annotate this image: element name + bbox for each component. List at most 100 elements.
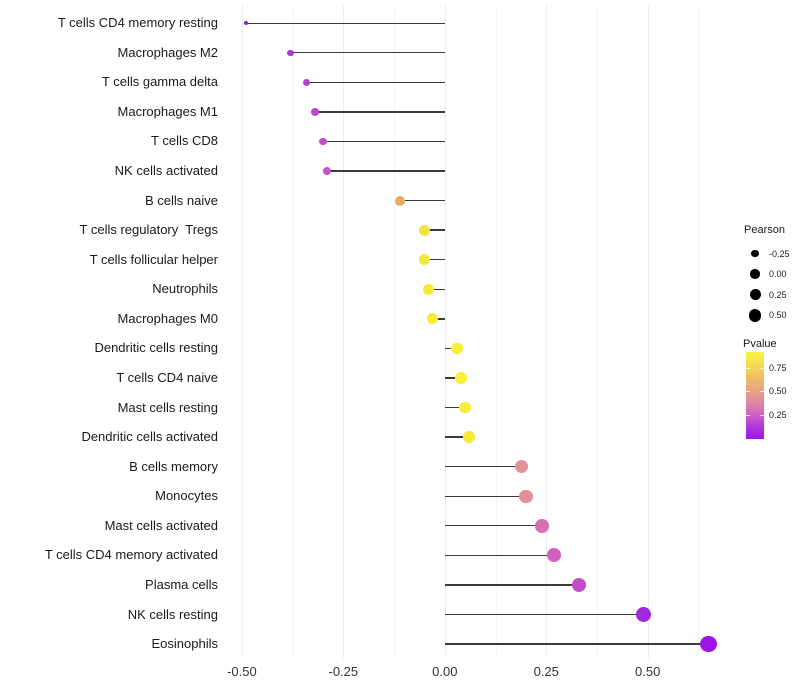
- lollipop-stem: [444, 584, 579, 586]
- lollipop-stem: [444, 465, 522, 468]
- colorbar-tick: [760, 414, 764, 416]
- pvalue-legend-label: 0.75: [769, 362, 787, 373]
- y-axis-label: Eosinophils: [151, 636, 219, 652]
- gridline-major: [444, 5, 446, 658]
- gridline-major: [343, 5, 345, 658]
- lollipop-stem: [327, 170, 445, 172]
- y-axis-label: T cells follicular helper: [89, 251, 218, 267]
- x-tick-label: -0.50: [227, 664, 257, 679]
- y-axis-label: T cells CD4 memory resting: [57, 15, 218, 31]
- gridline-major: [546, 5, 548, 658]
- colorbar-tick: [746, 391, 750, 392]
- lollipop-dot: [427, 313, 439, 325]
- lollipop-stem: [444, 554, 555, 557]
- lollipop-stem: [432, 318, 445, 320]
- lollipop-stem: [306, 81, 445, 84]
- gridline-minor: [596, 5, 598, 658]
- lollipop-stem: [424, 259, 445, 261]
- lollipop-dot: [455, 372, 467, 384]
- colorbar-tick: [746, 414, 750, 416]
- lollipop-stem: [314, 111, 445, 113]
- pearson-legend-dot: [750, 269, 760, 279]
- gridline-major: [241, 5, 243, 658]
- x-tick-label: 0.00: [432, 664, 458, 679]
- y-axis-label: Dendritic cells activated: [81, 429, 218, 445]
- lollipop-dot: [419, 224, 430, 236]
- y-axis-label: Mast cells activated: [104, 517, 218, 533]
- x-tick-label: -0.25: [328, 664, 359, 679]
- y-axis-label: NK cells activated: [114, 163, 218, 179]
- lollipop-stem: [444, 347, 457, 350]
- colorbar-tick: [746, 367, 750, 369]
- lollipop-dot: [311, 108, 319, 116]
- lollipop-stem: [424, 229, 445, 231]
- pvalue-legend-label: 0.50: [769, 386, 787, 396]
- lollipop-stem: [323, 140, 445, 143]
- lollipop-dot: [635, 606, 652, 623]
- y-axis-label: T cells CD4 memory activated: [44, 547, 218, 563]
- lollipop-dot: [463, 431, 476, 444]
- y-axis-label: NK cells resting: [127, 606, 218, 622]
- y-axis-label: B cells naive: [145, 192, 218, 208]
- pearson-legend-label: 0.50: [769, 310, 787, 321]
- lollipop-dot: [519, 489, 533, 503]
- gridline-minor: [292, 5, 294, 658]
- y-axis-label: T cells CD8: [151, 133, 218, 149]
- pvalue-legend-title: Pvalue: [743, 338, 777, 350]
- gridline-minor: [394, 5, 396, 658]
- gridline-minor: [495, 5, 497, 658]
- lollipop-dot: [323, 167, 332, 175]
- y-axis-label: T cells gamma delta: [101, 74, 218, 90]
- lollipop-dot: [515, 460, 529, 474]
- lollipop-stem: [444, 436, 470, 438]
- colorbar-tick: [760, 391, 764, 392]
- y-axis-label: B cells memory: [129, 458, 218, 474]
- y-axis-label: Mast cells resting: [117, 399, 218, 415]
- lollipop-dot: [547, 548, 562, 563]
- lollipop-stem: [444, 406, 466, 409]
- lollipop-dot: [395, 195, 406, 206]
- pearson-legend-dot: [751, 249, 759, 258]
- pearson-legend-label: -0.25: [769, 248, 790, 259]
- lollipop-stem: [444, 495, 526, 497]
- lollipop-dot: [303, 78, 311, 86]
- pearson-legend-label: 0.00: [769, 269, 787, 280]
- y-axis-label: Dendritic cells resting: [94, 340, 218, 356]
- lollipop-dot: [451, 342, 463, 355]
- y-axis-label: Macrophages M1: [117, 103, 218, 119]
- lollipop-dot: [459, 401, 471, 414]
- lollipop-dot: [419, 254, 430, 266]
- y-axis-label: T cells CD4 naive: [116, 369, 218, 385]
- lollipop-stem: [444, 525, 543, 527]
- lollipop-stem: [444, 377, 462, 379]
- lollipop-dot: [243, 21, 248, 26]
- lollipop-stem: [400, 199, 445, 202]
- x-tick-label: 0.25: [533, 664, 559, 679]
- lollipop-stem: [428, 288, 445, 290]
- lollipop-dot: [423, 283, 434, 295]
- pearson-legend-dot: [748, 309, 762, 322]
- lollipop-dot: [319, 137, 327, 146]
- lollipop-stem: [444, 613, 644, 616]
- pearson-legend-dot: [749, 289, 761, 301]
- y-axis-label: T cells regulatory Tregs: [79, 222, 218, 238]
- y-axis-label: Plasma cells: [145, 576, 218, 592]
- pearson-legend-title: Pearson: [744, 224, 785, 236]
- gridline-major: [647, 5, 649, 658]
- pvalue-colorbar: [746, 352, 764, 439]
- colorbar-tick: [760, 367, 764, 369]
- pearson-legend-label: 0.25: [769, 289, 787, 300]
- lollipop-stem: [245, 22, 445, 24]
- lollipop-stem: [444, 643, 709, 645]
- y-axis-label: Macrophages M0: [117, 310, 218, 326]
- y-axis-label: Monocytes: [155, 488, 218, 504]
- lollipop-dot: [287, 49, 294, 56]
- lollipop-dot: [571, 577, 586, 593]
- lollipop-dot: [700, 635, 717, 653]
- lollipop-stem: [290, 52, 445, 54]
- y-axis-label: Macrophages M2: [117, 44, 218, 60]
- x-tick-label: 0.50: [635, 664, 661, 679]
- lollipop-dot: [535, 519, 549, 533]
- gridline-minor: [698, 5, 700, 658]
